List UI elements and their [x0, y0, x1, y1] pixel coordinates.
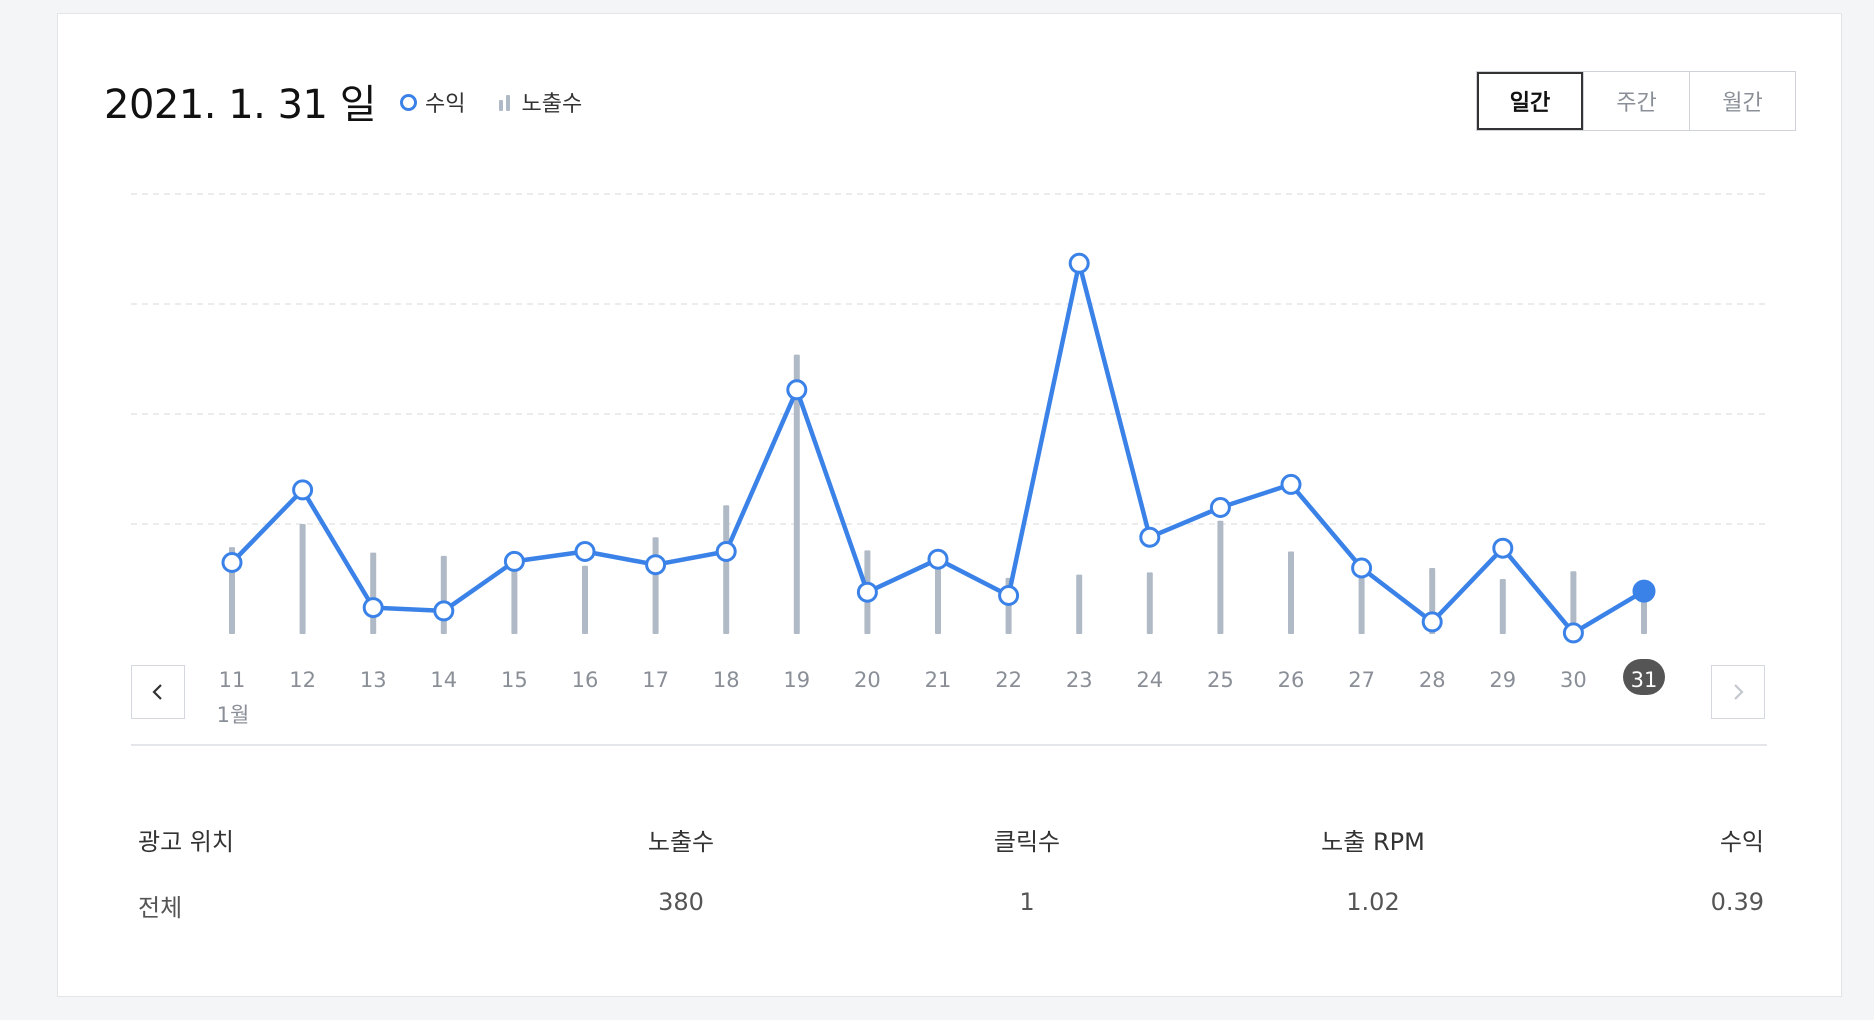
x-tick-label: 15 — [501, 668, 528, 692]
col-header-revenue: 수익 — [1719, 828, 1764, 856]
revenue-point — [292, 479, 314, 501]
impressions-bar — [1358, 563, 1365, 634]
impressions-bar — [1146, 572, 1153, 634]
impressions-bar — [1641, 592, 1647, 634]
legend-label: 노출수 — [521, 92, 583, 117]
impressions-bar — [440, 555, 447, 634]
placement-table: 광고 위치 노출수 클릭수 노출 RPM 수익 전체 380 1 1.02 0.… — [138, 822, 1764, 954]
revenue-point — [927, 548, 949, 570]
impressions-bar — [1570, 571, 1577, 634]
revenue-point — [715, 541, 737, 562]
bar-marker-icon — [499, 93, 513, 111]
x-tick-label: 21 — [925, 668, 952, 692]
x-tick-label: 18 — [713, 668, 740, 692]
impressions-bar — [652, 537, 659, 634]
x-tick-label: 23 — [1066, 668, 1093, 692]
tab-monthly[interactable]: 월간 — [1689, 72, 1795, 130]
x-tick-label: 22 — [995, 668, 1022, 692]
x-tick-label: 12 — [289, 668, 316, 692]
x-tick-label: 11 — [219, 668, 246, 692]
x-tick-label: 26 — [1278, 668, 1305, 692]
month-label: 1월 — [217, 703, 250, 727]
revenue-point — [1562, 622, 1584, 644]
revenue-point — [1209, 497, 1231, 518]
prev-period-button[interactable] — [131, 665, 185, 719]
impressions-bar — [511, 553, 518, 634]
impressions-bar — [1217, 520, 1224, 634]
x-tick-label: 27 — [1348, 668, 1375, 692]
x-tick-label: 17 — [642, 668, 669, 692]
next-period-button[interactable] — [1711, 665, 1765, 719]
legend-item-impressions: 노출수 — [499, 86, 582, 118]
x-tick-label: 13 — [360, 668, 387, 692]
legend-item-revenue: 수익 — [400, 86, 465, 118]
revenue-point — [1280, 473, 1302, 495]
revenue-point — [433, 600, 455, 622]
legend-label: 수익 — [425, 92, 466, 117]
revenue-chart: 11 12 13 14 15 16 17 18 19 20 21 22 23 24 25 26 27 28 29 30… — [131, 193, 1767, 727]
col-header-clicks: 클릭수 — [993, 828, 1061, 856]
revenue-point — [998, 585, 1020, 606]
table-header-row: 광고 위치 노출수 클릭수 노출 RPM 수익 — [138, 822, 1764, 888]
cell-rpm: 1.02 — [1346, 888, 1400, 916]
x-tick-label: 14 — [430, 668, 457, 692]
impressions-bar — [1076, 574, 1083, 634]
revenue-point — [362, 597, 384, 619]
revenue-point — [786, 379, 808, 401]
chevron-right-icon — [1734, 684, 1744, 700]
col-header-placement: 광고 위치 — [138, 828, 234, 856]
cell-placement: 전체 — [138, 894, 183, 922]
impressions-bar — [1499, 579, 1506, 634]
revenue-point — [1351, 557, 1373, 579]
x-tick-label: 16 — [572, 668, 599, 692]
x-tick-label: 25 — [1207, 668, 1234, 692]
revenue-report-card: 2021. 1. 31 일 수익 노출수 일간 주간 월간 11 12 13 14 15… — [57, 13, 1842, 997]
chart-legend: 수익 노출수 — [400, 86, 616, 118]
revenue-point — [574, 541, 596, 562]
cell-clicks: 1 — [1019, 888, 1035, 916]
col-header-impressions: 노출수 — [647, 828, 715, 856]
x-tick-label: 19 — [783, 668, 810, 692]
revenue-point — [1492, 537, 1514, 559]
cell-impressions: 380 — [658, 888, 704, 916]
page-title: 2021. 1. 31 일 — [104, 82, 377, 128]
x-tick-label: 20 — [854, 668, 881, 692]
revenue-point — [503, 550, 525, 572]
revenue-point — [1421, 611, 1443, 633]
divider — [131, 744, 1767, 746]
circle-marker-icon — [400, 93, 417, 111]
x-tick-label: 24 — [1136, 668, 1163, 692]
impressions-bar — [582, 565, 588, 634]
impressions-bar — [793, 354, 800, 634]
revenue-point — [221, 552, 243, 573]
period-toggle: 일간 주간 월간 — [1476, 71, 1796, 131]
x-tick-label: 29 — [1489, 668, 1516, 692]
revenue-point — [1632, 579, 1656, 603]
impressions-bar — [723, 505, 730, 634]
revenue-point — [645, 554, 667, 576]
revenue-point — [1139, 526, 1161, 548]
impressions-bar — [370, 552, 377, 634]
x-tick-label: 31 — [1631, 668, 1658, 692]
impressions-bar — [1288, 551, 1294, 634]
revenue-point — [1068, 252, 1090, 274]
impressions-bar — [299, 524, 306, 634]
tab-weekly[interactable]: 주간 — [1583, 72, 1689, 130]
tab-daily[interactable]: 일간 — [1477, 72, 1583, 130]
impressions-bar — [935, 564, 941, 634]
col-header-rpm: 노출 RPM — [1321, 828, 1425, 856]
x-tick-label: 28 — [1419, 668, 1446, 692]
table-row: 전체 380 1 1.02 0.39 — [138, 888, 1764, 954]
cell-revenue: 0.39 — [1710, 888, 1764, 916]
selected-date-badge — [1623, 659, 1665, 695]
revenue-point — [856, 581, 878, 603]
chevron-left-icon — [152, 684, 162, 700]
x-tick-label: 30 — [1560, 668, 1587, 692]
